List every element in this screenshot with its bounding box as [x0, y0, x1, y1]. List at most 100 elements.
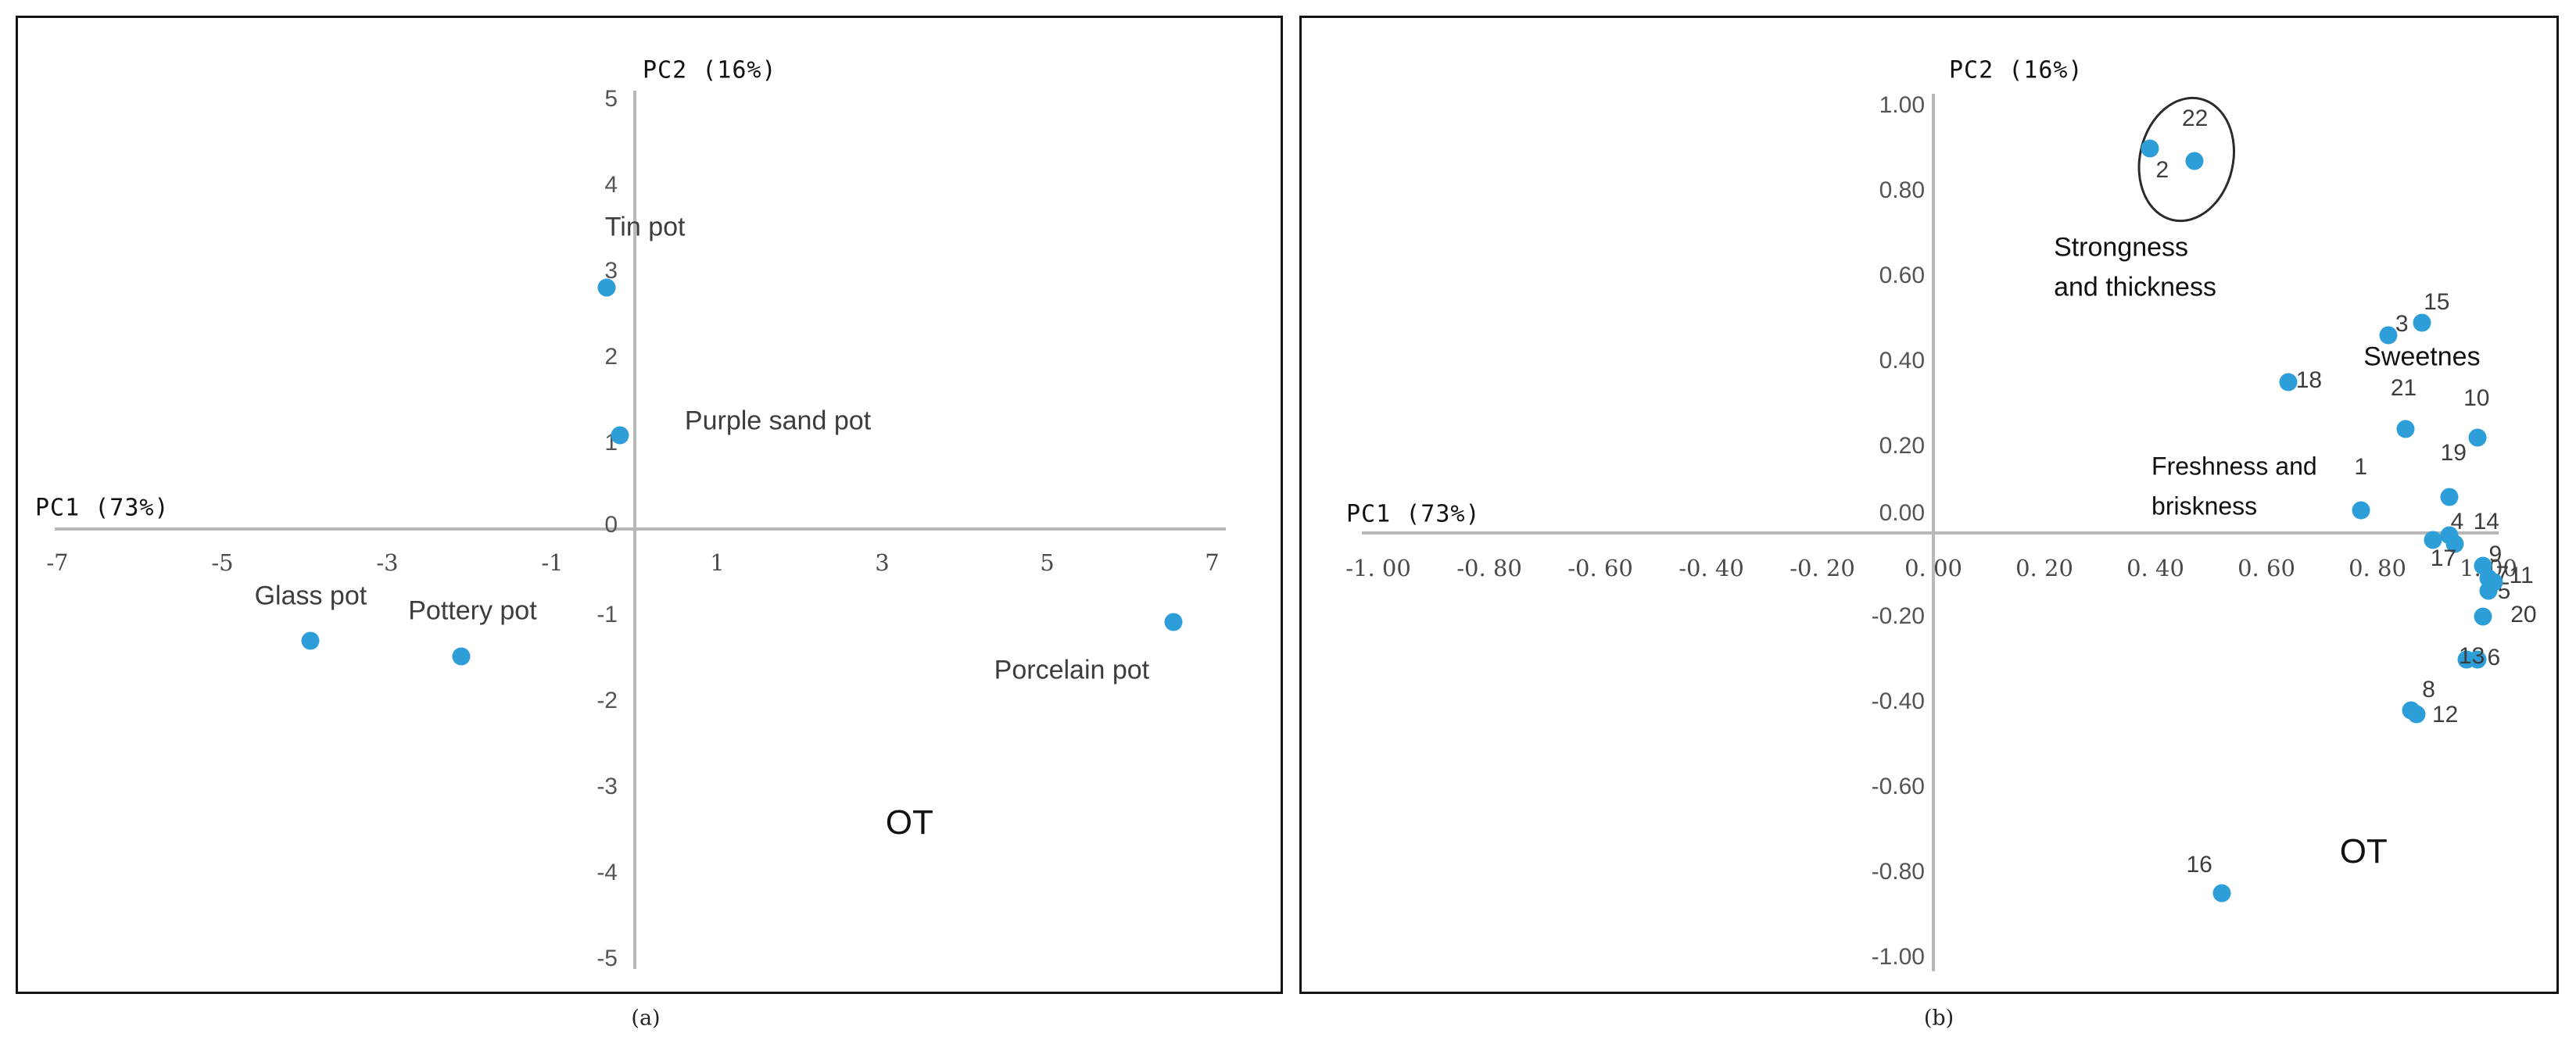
y-tick-label-b: -0.20: [1871, 603, 1925, 629]
y-tick-label-a: -3: [597, 774, 618, 799]
data-point-label-18: 18: [2295, 367, 2323, 394]
data-point-label-16: 16: [2186, 852, 2212, 878]
x-tick-label-a: -3: [376, 549, 399, 576]
x-tick-label-b: 0. 00: [1904, 555, 1962, 581]
data-point-label-9: 9: [2488, 541, 2503, 567]
data-point-18: [2279, 373, 2298, 392]
data-point-10: [2468, 428, 2487, 447]
y-tick-label-b: 0.80: [1879, 177, 1925, 203]
y-tick-label-a: -1: [597, 602, 618, 627]
data-point-purple-sand-pot: [611, 426, 629, 445]
x-tick-label-b: -0. 20: [1790, 555, 1855, 581]
data-point-2: [2141, 139, 2159, 157]
data-point-label-1: 1: [2354, 453, 2368, 480]
y-tick-label-b: -1.00: [1871, 944, 1925, 970]
x-tick-label-b: -0. 80: [1456, 555, 1522, 581]
data-point-glass-pot: [301, 631, 320, 650]
x-axis-title-b: PC1 (73%): [1346, 500, 1481, 528]
x-axis-line-a: [55, 527, 1226, 531]
y-tick-label-a: 2: [604, 344, 618, 370]
data-point-label-22: 22: [2182, 105, 2209, 131]
plot-panel-a: [16, 16, 1283, 994]
y-tick-label-a: -5: [597, 946, 618, 971]
data-point-1: [2352, 501, 2370, 520]
annotation-strongness-line2: and thickness: [2054, 272, 2216, 302]
x-tick-label-a: 5: [1040, 549, 1055, 576]
data-point-19: [2440, 488, 2459, 506]
x-tick-label-a: -7: [46, 549, 69, 576]
plot-panel-b: [1299, 16, 2559, 994]
y-tick-label-b: 0.20: [1879, 433, 1925, 459]
annotation-freshness-line1: Freshness and: [2151, 452, 2317, 481]
x-tick-label-a: 1: [710, 549, 725, 576]
y-tick-label-a: -4: [597, 860, 618, 885]
y-tick-label-b: 1.00: [1879, 92, 1925, 118]
data-point-20: [2474, 607, 2492, 626]
data-point-11: [2485, 573, 2503, 592]
y-tick-label-a: 3: [604, 258, 618, 284]
y-tick-label-b: -0.40: [1871, 688, 1925, 714]
data-point-label-8: 8: [2422, 676, 2435, 703]
y-axis-line-b: [1932, 94, 1935, 971]
data-point-17: [2445, 535, 2464, 553]
x-tick-label-b: 0. 40: [2126, 555, 2184, 581]
data-point-label-17: 17: [2430, 545, 2457, 572]
y-tick-label-b: 0.00: [1879, 500, 1925, 526]
x-tick-label-b: 0. 60: [2237, 555, 2295, 581]
x-axis-title-a: PC1 (73%): [35, 494, 170, 522]
data-point-label-2: 2: [2155, 156, 2169, 183]
y-axis-title-a: PC2 (16%): [643, 56, 777, 84]
caption-b: (b): [1923, 1006, 1954, 1031]
data-point-label-20: 20: [2510, 602, 2537, 627]
y-tick-label-b: 0.60: [1879, 263, 1925, 288]
data-point-21: [2396, 420, 2414, 438]
y-tick-label-b: 0.40: [1879, 348, 1925, 374]
data-point-label-10: 10: [2463, 385, 2490, 412]
data-point-label-3: 3: [2395, 311, 2409, 338]
data-point-16: [2212, 884, 2231, 903]
data-point-label-21: 21: [2390, 375, 2417, 402]
x-tick-label-a: 7: [1205, 549, 1220, 576]
data-point-label-tin-pot: Tin pot: [604, 212, 686, 242]
data-point-label-13: 13: [2458, 642, 2485, 669]
annotation-freshness-line2: briskness: [2151, 492, 2258, 520]
data-point-porcelain-pot: [1164, 613, 1183, 631]
y-tick-label-a: -2: [597, 688, 618, 713]
data-point-label-glass-pot: Glass pot: [254, 581, 367, 611]
y-tick-label-a: 4: [604, 172, 618, 198]
data-point-label-pottery-pot: Pottery pot: [408, 595, 537, 626]
data-point-label-19: 19: [2440, 440, 2467, 467]
annotation-b_ot-line1: OT: [2339, 831, 2388, 871]
annotation-a_ot-line1: OT: [885, 803, 933, 842]
data-point-3: [2379, 326, 2398, 345]
data-point-4: [2424, 531, 2442, 549]
data-point-13: [2457, 650, 2476, 668]
y-axis-title-b: PC2 (16%): [1949, 56, 2083, 84]
annotation-strongness-line1: Strongness: [2054, 232, 2189, 263]
y-tick-label-a: 0: [604, 512, 618, 538]
data-point-12: [2407, 705, 2426, 724]
data-point-9: [2474, 556, 2492, 575]
data-point-15: [2413, 313, 2431, 332]
x-tick-label-a: -5: [211, 549, 234, 576]
x-tick-label-a: -1: [541, 549, 564, 576]
data-point-label-14: 14: [2473, 509, 2499, 535]
y-axis-line-a: [633, 91, 636, 969]
x-tick-label-b: -1. 00: [1345, 555, 1411, 581]
x-tick-label-b: -0. 40: [1679, 555, 1744, 581]
data-point-label-11: 11: [2509, 563, 2534, 589]
x-tick-label-a: 3: [875, 549, 890, 576]
data-point-22: [2185, 152, 2204, 170]
x-tick-label-b: 0. 20: [2015, 555, 2073, 581]
data-point-tin-pot: [597, 278, 616, 297]
data-point-label-6: 6: [2487, 644, 2501, 670]
data-point-pottery-pot: [452, 647, 471, 666]
y-tick-label-a: 5: [604, 86, 618, 112]
y-tick-label-b: -0.80: [1871, 859, 1925, 885]
data-point-label-12: 12: [2432, 702, 2459, 728]
x-axis-line-b: [1362, 531, 2499, 535]
x-tick-label-b: 0. 80: [2348, 555, 2406, 581]
data-point-label-porcelain-pot: Porcelain pot: [994, 655, 1150, 685]
data-point-label-15: 15: [2424, 288, 2450, 315]
